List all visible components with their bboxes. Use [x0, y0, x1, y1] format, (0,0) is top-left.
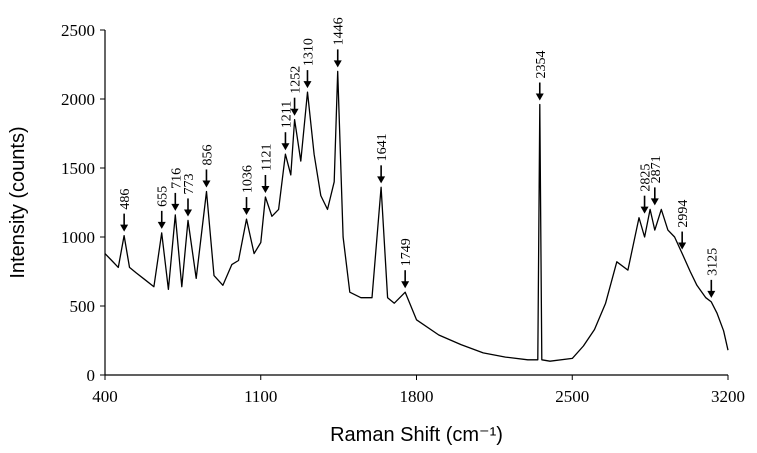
- peak-arrow-head: [281, 143, 290, 151]
- peak-arrow-head: [640, 206, 649, 214]
- peak-arrow-head: [171, 203, 180, 211]
- peak-annotation: 2994: [676, 200, 691, 250]
- peak-arrow-head: [707, 290, 716, 298]
- y-tick-label: 2000: [61, 90, 95, 109]
- peak-annotation: 655: [156, 186, 171, 229]
- peak-label: 2871: [649, 155, 664, 183]
- peak-label: 2354: [534, 51, 549, 79]
- peak-annotation: 1211: [279, 101, 294, 151]
- peak-arrow-head: [120, 224, 129, 232]
- peak-label: 1749: [399, 238, 414, 266]
- peak-label: 2825: [639, 164, 654, 192]
- peak-arrow-head: [157, 221, 166, 229]
- peak-annotation: 1446: [332, 17, 347, 68]
- y-tick-label: 0: [87, 366, 96, 385]
- peak-label: 1310: [301, 38, 316, 66]
- peak-label: 486: [118, 189, 133, 210]
- y-ticks: 0 500 1000 1500 2000 2500: [61, 21, 105, 385]
- y-axis-title: Intensity (counts): [7, 126, 29, 278]
- x-tick-label: 400: [92, 387, 118, 406]
- peak-arrow-head: [242, 208, 251, 216]
- peak-annotation: 2871: [649, 155, 664, 206]
- axes: 400 1100 1800 2500 3200 0 500 1000 1500 2000 2500: [61, 21, 745, 406]
- peak-label: 716: [169, 168, 184, 189]
- peak-label: 1641: [375, 133, 390, 161]
- peak-label: 655: [156, 186, 171, 207]
- peak-arrow-head: [202, 180, 211, 188]
- peak-arrow-head: [377, 176, 386, 184]
- y-tick-label: 500: [70, 297, 96, 316]
- peak-arrow-head: [401, 281, 410, 289]
- peak-annotation: 486: [118, 189, 133, 232]
- peak-label: 1036: [241, 165, 256, 193]
- peak-annotation: 773: [182, 173, 197, 217]
- peak-label: 1211: [279, 101, 294, 128]
- peak-label: 2994: [676, 200, 691, 228]
- peak-label: 3125: [705, 248, 720, 276]
- peak-arrow-head: [678, 242, 687, 250]
- x-axis-title: Raman Shift (cm⁻¹): [330, 424, 503, 446]
- y-tick-label: 2500: [61, 21, 95, 40]
- peak-annotation: 856: [200, 144, 215, 188]
- peak-label: 1252: [289, 66, 304, 94]
- peak-arrow-head: [650, 198, 659, 206]
- x-tick-label: 1800: [400, 387, 434, 406]
- spectrum-line: [104, 70, 729, 362]
- peak-label: 1121: [259, 143, 274, 170]
- peak-annotation: 1252: [289, 66, 304, 116]
- peak-annotation: 1121: [259, 143, 274, 193]
- x-tick-label: 3200: [711, 387, 745, 406]
- peak-arrow-head: [290, 108, 299, 116]
- peak-annotation: 1749: [399, 238, 414, 289]
- peak-annotation: 716: [169, 168, 184, 211]
- peak-annotation: 1310: [301, 38, 316, 89]
- peak-label: 1446: [332, 17, 347, 45]
- peak-label: 773: [182, 173, 197, 194]
- x-ticks: 400 1100 1800 2500 3200: [92, 375, 745, 406]
- y-tick-label: 1500: [61, 159, 95, 178]
- peak-arrow-head: [183, 209, 192, 217]
- peak-annotation: 2354: [534, 51, 549, 101]
- peak-label: 856: [200, 144, 215, 165]
- x-tick-label: 1100: [244, 387, 277, 406]
- peak-arrow-head: [261, 185, 270, 193]
- peak-annotation: 1641: [375, 133, 390, 184]
- peak-annotation: 2825: [639, 164, 654, 214]
- y-tick-label: 1000: [61, 228, 95, 247]
- peak-arrow-head: [333, 60, 342, 68]
- x-tick-label: 2500: [555, 387, 589, 406]
- peak-annotation: 3125: [705, 248, 720, 298]
- peak-arrow-head: [303, 81, 312, 89]
- peak-annotation: 1036: [241, 165, 256, 216]
- peak-arrow-head: [535, 93, 544, 101]
